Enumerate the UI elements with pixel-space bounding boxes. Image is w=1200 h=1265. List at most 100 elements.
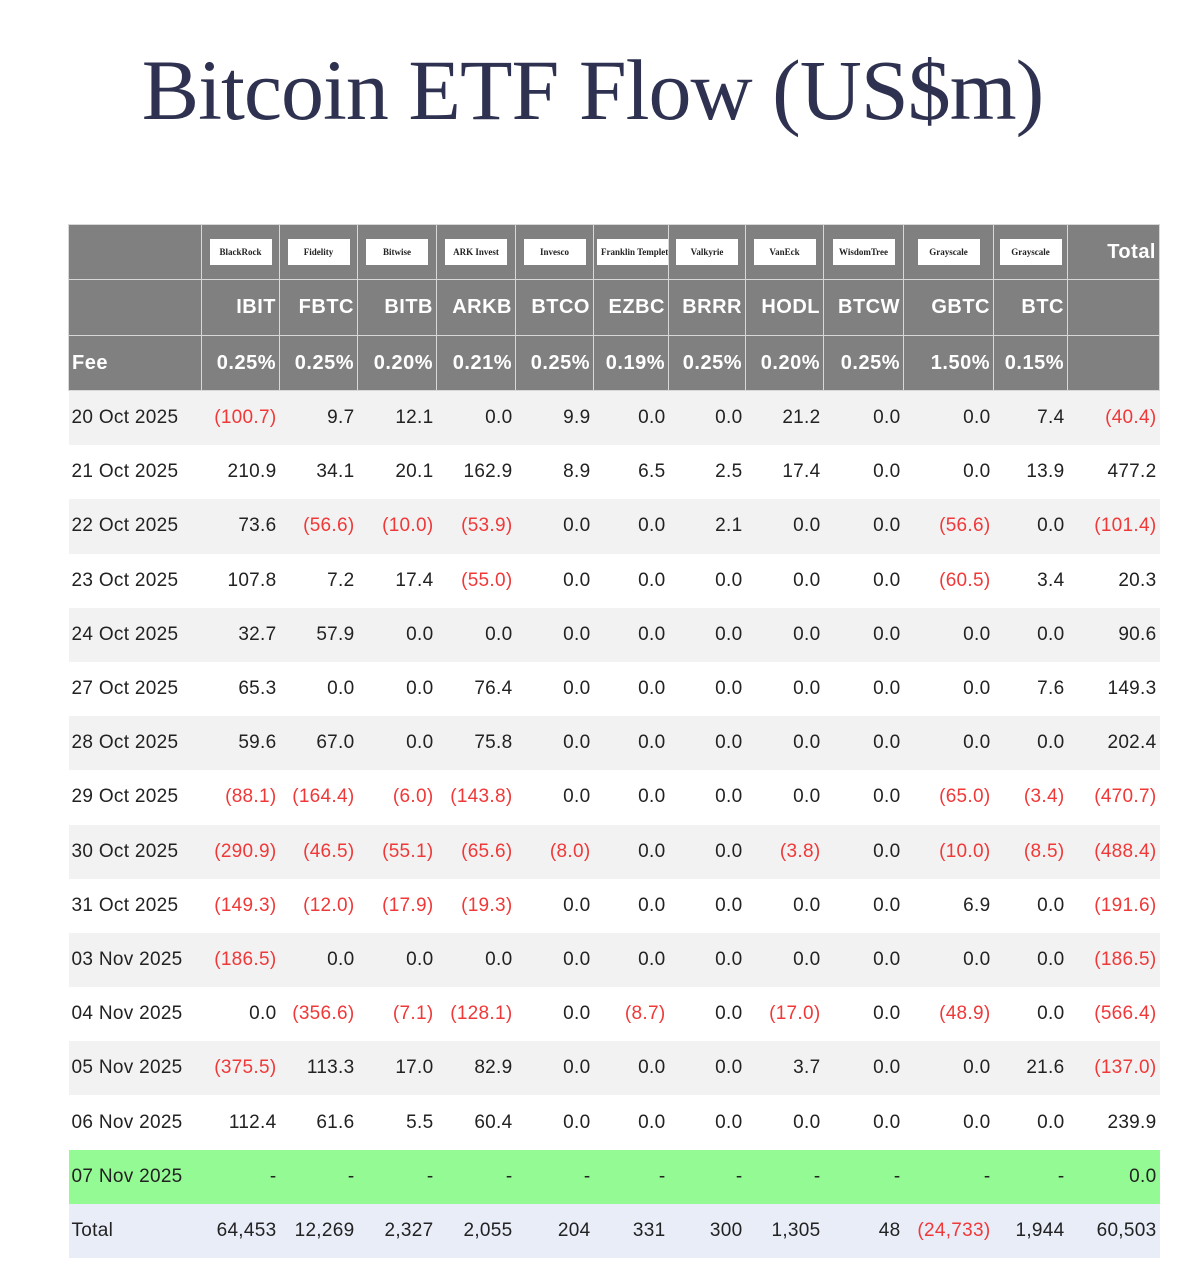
issuer-logo-franklin-templeton: Franklin Templeton bbox=[597, 239, 668, 265]
flow-cell: 0.0 bbox=[515, 1095, 594, 1150]
flow-cell: 0.0 bbox=[745, 499, 824, 554]
flow-cell: 0.0 bbox=[745, 1095, 824, 1150]
flow-cell: 0.0 bbox=[668, 932, 746, 988]
etf-flow-table: BlackRock Fidelity Bitwise ARK Invest Invesc… bbox=[68, 224, 1160, 1258]
row-total-cell: 477.2 bbox=[1067, 445, 1160, 500]
flow-cell: (19.3) bbox=[436, 878, 516, 933]
flow-cell: 17.4 bbox=[745, 445, 824, 500]
total-row: Total 64,453 12,269 2,327 2,055 204 331 300 1,30… bbox=[68, 1203, 1160, 1258]
ticker-btcw: BTCW bbox=[823, 279, 904, 336]
table-row: 03 Nov 2025 (186.5) 0.0 0.0 0.0 0.0 0.0 0.0 0.0 0… bbox=[68, 932, 1160, 988]
table-row: 31 Oct 2025 (149.3) (12.0) (17.9) (19.3) 0.0 0… bbox=[68, 878, 1160, 933]
flow-cell: (65.0) bbox=[903, 770, 994, 825]
flow-cell: 162.9 bbox=[436, 445, 516, 500]
flow-cell: 0.0 bbox=[823, 445, 904, 500]
flow-cell: 0.0 bbox=[823, 390, 904, 446]
flow-cell: 0.0 bbox=[745, 661, 824, 717]
flow-cell: 34.1 bbox=[279, 445, 358, 500]
issuer-logo-invesco: Invesco bbox=[523, 239, 586, 265]
issuer-logo-cell: Bitwise bbox=[357, 224, 437, 280]
flow-cell: 0.0 bbox=[903, 932, 994, 988]
table-row: 24 Oct 2025 32.7 57.9 0.0 0.0 0.0 0.0 0.0 0.0 0.0… bbox=[68, 607, 1160, 662]
flow-cell: 0.0 bbox=[745, 553, 824, 608]
ticker-fbtc: FBTC bbox=[279, 279, 358, 336]
table-row: 20 Oct 2025 (100.7) 9.7 12.1 0.0 9.9 0.0 0.0 21.… bbox=[68, 390, 1160, 446]
issuer-logo-cell: Fidelity bbox=[279, 224, 358, 280]
date-cell: 03 Nov 2025 bbox=[68, 932, 202, 988]
flow-cell: 0.0 bbox=[593, 878, 669, 933]
table-row: 27 Oct 2025 65.3 0.0 0.0 76.4 0.0 0.0 0.0 0.0 0.0… bbox=[68, 661, 1160, 717]
issuer-logo-ark-invest: ARK Invest bbox=[445, 239, 507, 265]
flow-cell: (17.9) bbox=[357, 878, 437, 933]
flow-cell: 0.0 bbox=[515, 499, 594, 554]
flow-cell: (88.1) bbox=[201, 770, 280, 825]
flow-cell: 0.0 bbox=[993, 716, 1068, 771]
flow-cell: 21.6 bbox=[993, 1041, 1068, 1096]
flow-cell: (6.0) bbox=[357, 770, 437, 825]
flow-cell: 5.5 bbox=[357, 1095, 437, 1150]
flow-cell: 0.0 bbox=[823, 607, 904, 662]
flow-cell: (100.7) bbox=[201, 390, 280, 446]
flow-cell: (149.3) bbox=[201, 878, 280, 933]
flow-cell: - bbox=[201, 1149, 280, 1204]
flow-cell: 0.0 bbox=[593, 824, 669, 879]
flow-cell: (8.7) bbox=[593, 987, 669, 1042]
flow-cell: 0.0 bbox=[993, 932, 1068, 988]
flow-cell: 0.0 bbox=[668, 1041, 746, 1096]
ticker-btc: BTC bbox=[993, 279, 1068, 336]
flow-cell: 9.9 bbox=[515, 390, 594, 446]
flow-cell: 0.0 bbox=[515, 1041, 594, 1096]
flow-cell: (164.4) bbox=[279, 770, 358, 825]
ticker-ibit: IBIT bbox=[201, 279, 280, 336]
flow-cell: 0.0 bbox=[823, 553, 904, 608]
flow-cell: (7.1) bbox=[357, 987, 437, 1042]
flow-cell: 210.9 bbox=[201, 445, 280, 500]
fee-fbtc: 0.25% bbox=[279, 335, 358, 391]
flow-cell: 17.0 bbox=[357, 1041, 437, 1096]
flow-cell: 82.9 bbox=[436, 1041, 516, 1096]
ticker-brrr: BRRR bbox=[668, 279, 746, 336]
issuer-logo-cell: Franklin Templeton bbox=[593, 224, 669, 280]
flow-cell: 0.0 bbox=[668, 1095, 746, 1150]
flow-cell: 75.8 bbox=[436, 716, 516, 771]
row-total-cell: 20.3 bbox=[1067, 553, 1160, 608]
flow-cell: (186.5) bbox=[201, 932, 280, 988]
row-total-cell: 0.0 bbox=[1067, 1149, 1160, 1204]
flow-cell: 204 bbox=[515, 1203, 594, 1258]
flow-cell: 0.0 bbox=[201, 987, 280, 1042]
table-row: 07 Nov 2025- - - - - - - - - - -0.0 bbox=[68, 1149, 1160, 1204]
flow-cell: 0.0 bbox=[668, 553, 746, 608]
flow-cell: - bbox=[279, 1149, 358, 1204]
flow-cell: 21.2 bbox=[745, 390, 824, 446]
date-cell: 04 Nov 2025 bbox=[68, 987, 202, 1042]
date-cell: 07 Nov 2025 bbox=[68, 1149, 202, 1204]
date-cell: 23 Oct 2025 bbox=[68, 553, 202, 608]
row-total-cell: (137.0) bbox=[1067, 1041, 1160, 1096]
flow-cell: 20.1 bbox=[357, 445, 437, 500]
flow-cell: 7.6 bbox=[993, 661, 1068, 717]
flow-cell: 0.0 bbox=[515, 607, 594, 662]
flow-cell: (55.1) bbox=[357, 824, 437, 879]
issuer-logo-cell: Invesco bbox=[515, 224, 594, 280]
ticker-arkb: ARKB bbox=[436, 279, 516, 336]
flow-cell: 112.4 bbox=[201, 1095, 280, 1150]
flow-cell: 12,269 bbox=[279, 1203, 358, 1258]
flow-cell: 0.0 bbox=[668, 607, 746, 662]
flow-cell: (53.9) bbox=[436, 499, 516, 554]
flow-cell: 0.0 bbox=[993, 878, 1068, 933]
flow-cell: (8.0) bbox=[515, 824, 594, 879]
flow-cell: 0.0 bbox=[903, 1095, 994, 1150]
flow-cell: 0.0 bbox=[515, 716, 594, 771]
flow-cell: 0.0 bbox=[593, 716, 669, 771]
ticker-bitb: BITB bbox=[357, 279, 437, 336]
row-total-cell: (101.4) bbox=[1067, 499, 1160, 554]
flow-cell: 1,305 bbox=[745, 1203, 824, 1258]
flow-cell: 64,453 bbox=[201, 1203, 280, 1258]
flow-cell: 2.1 bbox=[668, 499, 746, 554]
flow-cell: - bbox=[823, 1149, 904, 1204]
table-row: 05 Nov 2025 (375.5) 113.3 17.0 82.9 0.0 0.0 0.0… bbox=[68, 1041, 1160, 1096]
table-row: 30 Oct 2025 (290.9) (46.5) (55.1) (65.6) (8.0… bbox=[68, 824, 1160, 879]
issuer-logo-blackrock: BlackRock bbox=[209, 239, 272, 265]
flow-cell: 0.0 bbox=[436, 607, 516, 662]
flow-cell: 0.0 bbox=[593, 661, 669, 717]
